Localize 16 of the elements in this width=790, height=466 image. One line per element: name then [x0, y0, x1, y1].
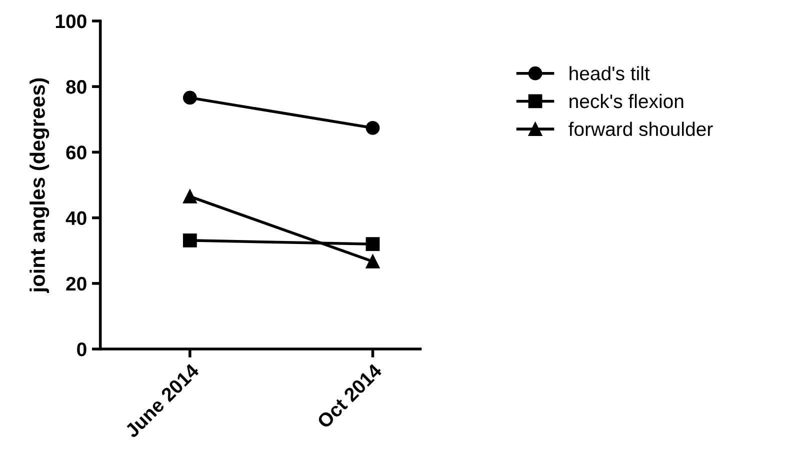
- point: [366, 237, 380, 251]
- y-tick-label: 20: [66, 276, 86, 291]
- y-tick-label: 0: [77, 342, 86, 356]
- point: [182, 234, 197, 248]
- y-tick-label: 60: [66, 146, 86, 160]
- y-tick-label: 100: [56, 14, 86, 28]
- y-tick-label: 40: [66, 211, 86, 226]
- point: [182, 190, 197, 204]
- point: [182, 90, 197, 105]
- legend-label: forward shoulder: [568, 122, 713, 136]
- legend-label: neck's flexion: [570, 94, 684, 108]
- legend-label: head's tilt: [570, 66, 650, 80]
- y-axis-title: joint angles (degrees): [30, 78, 50, 293]
- y-tick-label: 80: [66, 80, 86, 94]
- point: [366, 120, 380, 135]
- point: [366, 254, 380, 268]
